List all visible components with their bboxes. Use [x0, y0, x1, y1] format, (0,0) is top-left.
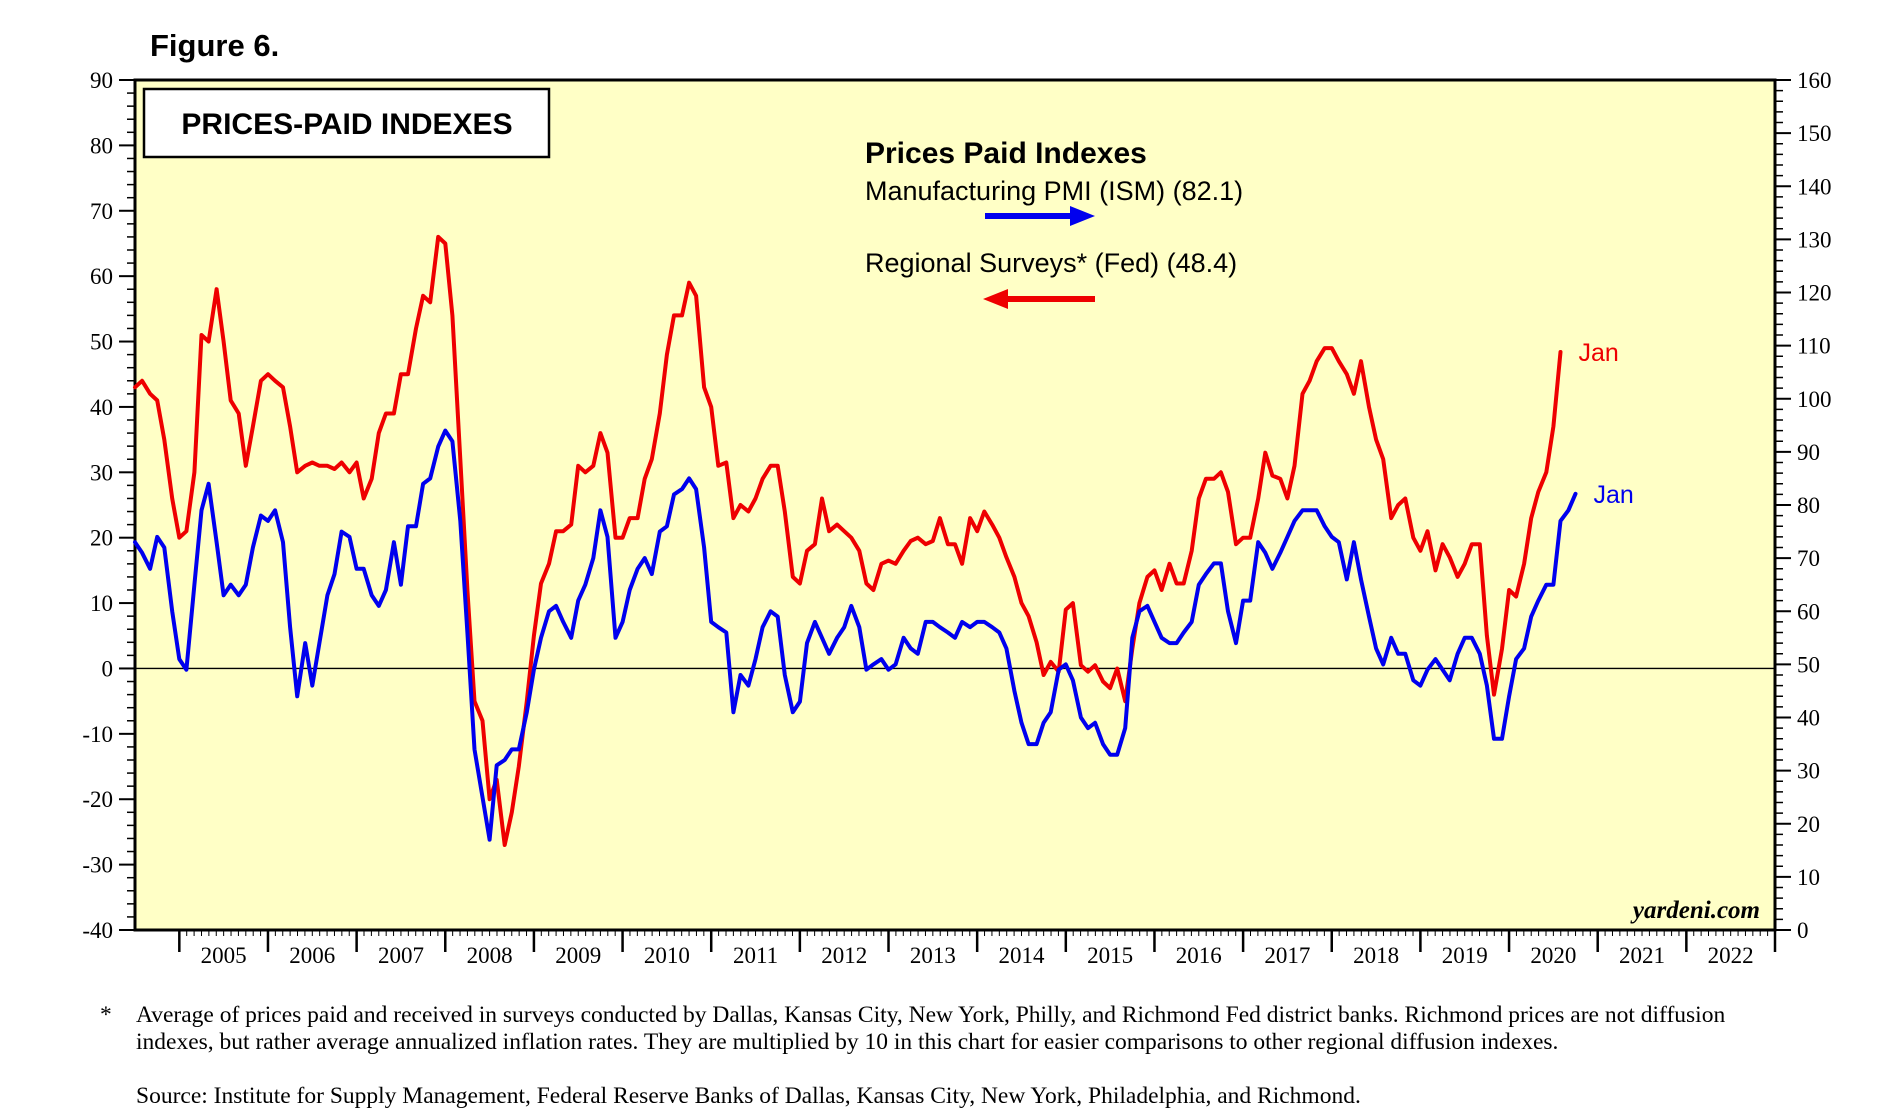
left-tick-label: 90	[90, 68, 113, 93]
x-tick-label: 2012	[821, 943, 867, 968]
legend-entry-fed: Regional Surveys* (Fed) (48.4)	[865, 248, 1237, 278]
x-tick-label: 2016	[1176, 943, 1222, 968]
x-tick-label: 2020	[1530, 943, 1576, 968]
right-tick-label: 20	[1797, 812, 1820, 837]
x-tick-label: 2013	[910, 943, 956, 968]
x-tick-label: 2019	[1442, 943, 1488, 968]
series-end-label-1: Jan	[1594, 481, 1634, 509]
plot-area	[133, 78, 1777, 932]
right-tick-label: 90	[1797, 440, 1820, 465]
right-tick-label: 140	[1797, 174, 1832, 199]
left-tick-label: 0	[102, 656, 114, 681]
title-box-label: PRICES-PAID INDEXES	[181, 108, 512, 141]
left-axis: 90 80 70 60 50 40 30 20 10 0 -10 -20 -30 -40	[82, 68, 135, 943]
x-tick-label: 2006	[289, 943, 335, 968]
left-tick-label: -40	[82, 918, 113, 943]
right-tick-label: 100	[1797, 387, 1832, 412]
left-tick-label: 30	[90, 460, 113, 485]
source-note: Source: Institute for Supply Management,…	[136, 1083, 1361, 1109]
series-layer: Jan Jan	[133, 234, 1634, 847]
x-tick-label: 2011	[733, 943, 778, 968]
left-tick-label: 50	[90, 330, 113, 355]
left-tick-label: 60	[90, 264, 113, 289]
x-tick-label: 2017	[1264, 943, 1310, 968]
right-tick-label: 80	[1797, 493, 1820, 518]
x-tick-label: 2021	[1619, 943, 1665, 968]
left-tick-label: -30	[82, 853, 113, 878]
left-tick-label: -10	[82, 722, 113, 747]
right-tick-label: 50	[1797, 652, 1820, 677]
legend-title: Prices Paid Indexes	[865, 137, 1147, 170]
x-axis: 2005 2006 2007 2008 2009 2010 2011 2012 2013 2014…	[178, 930, 1777, 968]
left-tick-label: 10	[90, 591, 113, 616]
x-tick-label: 2009	[555, 943, 601, 968]
right-tick-label: 120	[1797, 281, 1832, 306]
right-tick-label: 40	[1797, 706, 1820, 731]
x-tick-label: 2005	[201, 943, 247, 968]
left-tick-label: 80	[90, 133, 113, 158]
series-line-1	[133, 428, 1578, 842]
title-box	[142, 87, 551, 159]
legend-entry-ism: Manufacturing PMI (ISM) (82.1)	[865, 176, 1243, 206]
right-tick-label: 60	[1797, 599, 1820, 624]
series-end-label-0: Jan	[1578, 339, 1618, 367]
left-tick-label: 20	[90, 526, 113, 551]
right-tick-label: 110	[1797, 334, 1831, 359]
footnote: * Average of prices paid and received in…	[100, 1002, 1800, 1055]
right-tick-label: 30	[1797, 759, 1820, 784]
footnote-mark: *	[100, 1002, 112, 1028]
right-tick-label: 10	[1797, 865, 1820, 890]
x-tick-label: 2007	[378, 943, 424, 968]
x-tick-label: 2022	[1708, 943, 1754, 968]
x-tick-label: 2015	[1087, 943, 1133, 968]
x-tick-label: 2010	[644, 943, 690, 968]
x-tick-label: 2008	[467, 943, 513, 968]
series-line-0	[133, 234, 1563, 847]
x-tick-label: 2018	[1353, 943, 1399, 968]
footnote-text: Average of prices paid and received in s…	[136, 1002, 1726, 1055]
left-tick-label: -20	[82, 787, 113, 812]
right-tick-label: 150	[1797, 121, 1832, 146]
legend-arrow-left	[983, 289, 1095, 309]
right-tick-label: 0	[1797, 918, 1809, 943]
right-tick-label: 160	[1797, 68, 1832, 93]
left-tick-label: 40	[90, 395, 113, 420]
watermark: yardeni.com	[1630, 897, 1760, 924]
left-tick-label: 70	[90, 199, 113, 224]
x-tick-label: 2014	[998, 943, 1045, 968]
right-tick-label: 70	[1797, 546, 1820, 571]
right-tick-label: 130	[1797, 227, 1832, 252]
figure-label: Figure 6.	[150, 28, 280, 63]
legend-arrow-right	[985, 206, 1095, 226]
